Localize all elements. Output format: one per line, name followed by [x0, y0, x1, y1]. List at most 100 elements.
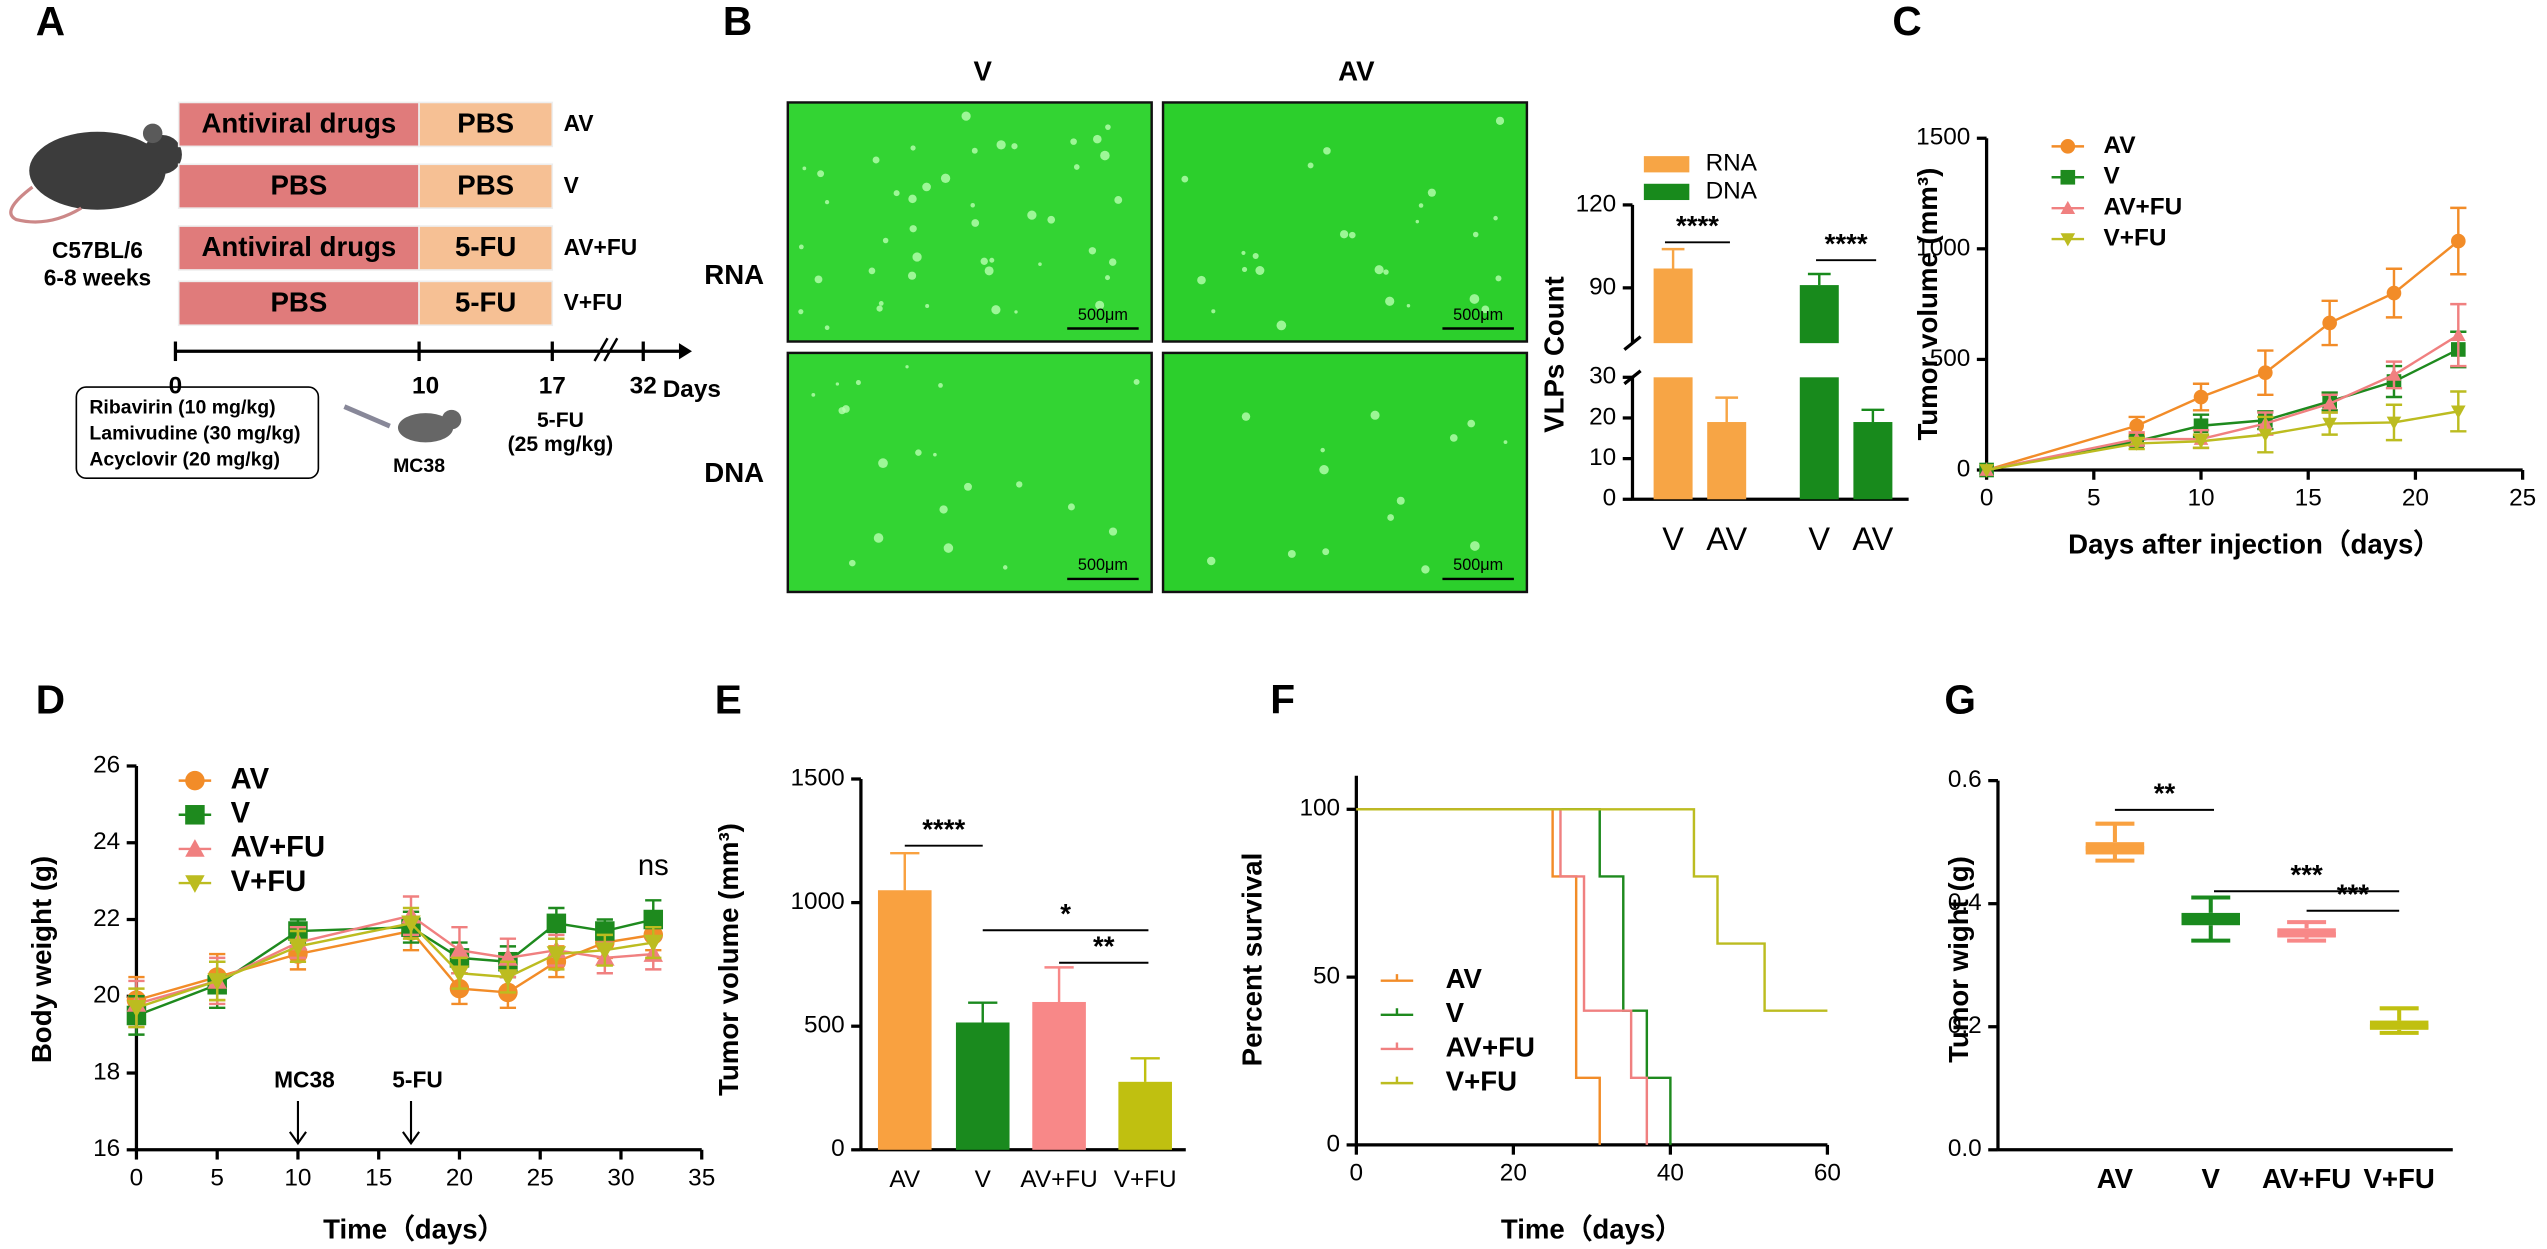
drug-label: PBS — [270, 169, 327, 200]
fluorescent-spot — [996, 140, 1006, 150]
marker — [2258, 365, 2273, 381]
x-tick-label: 5 — [2087, 485, 2101, 512]
x-tick-label: 25 — [527, 1164, 554, 1191]
fluorescent-spot — [1241, 266, 1248, 273]
timeline-break — [593, 337, 619, 362]
treatment-box — [418, 280, 554, 327]
x-tick-label: AV — [1706, 521, 1747, 557]
significance-label: *** — [2290, 859, 2322, 890]
drug-label: Antiviral drugs — [201, 108, 396, 139]
regimen: Acyclovir (20 mg/kg) — [89, 448, 280, 470]
whisker — [2379, 1029, 2419, 1035]
fluorescent-spot — [909, 225, 917, 233]
fluorescent-spot — [970, 203, 975, 208]
bar — [1799, 377, 1839, 500]
group-label: AV — [564, 110, 595, 136]
x-tick-label: AV — [1852, 521, 1893, 557]
y-axis-label: Tumor volume (mm³) — [1912, 168, 1943, 441]
regimen: Ribavirin (10 mg/kg) — [89, 396, 275, 418]
x-tick-label: V — [975, 1166, 992, 1193]
fluorescent-spot — [1370, 410, 1380, 420]
x-tick-label: 10 — [284, 1164, 311, 1191]
x-tick-label: 0 — [1350, 1160, 1364, 1187]
x-tick-label: 10 — [2187, 485, 2214, 512]
x-tick-label: 15 — [2295, 485, 2322, 512]
error-bar — [1861, 408, 1885, 423]
marker — [288, 938, 308, 957]
legend-label: AV+FU — [1446, 1031, 1535, 1062]
fluorescent-spot — [873, 533, 884, 543]
marker — [2060, 200, 2076, 215]
fluorescent-spot — [893, 190, 900, 197]
error-bar — [968, 1001, 998, 1023]
fluorescent-spot — [943, 543, 954, 553]
panel-label: E — [715, 676, 742, 722]
marker — [2129, 437, 2144, 451]
significance-label: ** — [1093, 930, 1115, 961]
marker — [2386, 416, 2402, 430]
treatment-box — [418, 163, 554, 209]
x-tick-label: AV+FU — [1020, 1166, 1097, 1193]
y-tick-label: 50 — [1313, 963, 1340, 990]
treatment-box — [418, 101, 554, 148]
whisker — [2095, 821, 2135, 843]
marker — [498, 969, 518, 987]
fluorescent-spot — [1307, 162, 1314, 169]
fluorescent-spot — [1100, 150, 1110, 161]
treatment-label: 5-FU — [455, 231, 516, 262]
marker — [449, 940, 470, 959]
marker — [2060, 233, 2076, 247]
x-tick-label: 0 — [1980, 485, 1994, 512]
whisker — [2095, 854, 2135, 863]
y-tick-label: 0.2 — [1948, 1012, 1982, 1039]
x-tick-label: AV+FU — [2262, 1163, 2351, 1194]
treatment-box — [418, 225, 554, 271]
whisker — [2191, 895, 2231, 913]
y-axis-label: Tumor volume (mm³) — [713, 823, 744, 1096]
fluorescent-spot — [1467, 419, 1476, 428]
regimen: Lamivudine (30 mg/kg) — [89, 422, 300, 444]
x-tick-label: V+FU — [2364, 1163, 2435, 1194]
x-tick-label: V — [1808, 521, 1830, 557]
x-axis-label: Time（days） — [1501, 1213, 1683, 1244]
fluorescent-spot — [872, 156, 880, 164]
cell-line: MC38 — [393, 455, 445, 477]
fluorescent-spot — [1073, 164, 1080, 170]
fluorescent-spot — [1252, 252, 1259, 260]
error-bar — [1807, 272, 1831, 286]
strain: C57BL/6 — [52, 237, 143, 263]
fluorescent-spot — [905, 365, 909, 369]
legend-label: V+FU — [1446, 1065, 1517, 1096]
fluorescent-spot — [1503, 440, 1508, 445]
chemo-dose: (25 mg/kg) — [508, 433, 614, 456]
y-axis-label: VLPs Count — [1538, 276, 1569, 433]
x-axis-label: Time（days） — [323, 1213, 505, 1244]
panel-label: A — [36, 0, 65, 44]
marker — [2193, 389, 2209, 405]
fluorescent-spot — [961, 111, 971, 121]
marker — [185, 875, 205, 893]
fluorescent-spot — [980, 257, 988, 265]
y-tick-label: 24 — [93, 828, 120, 855]
micrograph — [786, 351, 1153, 594]
whisker — [2287, 920, 2327, 929]
column-label: V — [974, 55, 993, 86]
fluorescent-spot — [989, 257, 995, 263]
fluorescent-spot — [1396, 496, 1405, 505]
timeline-unit: Days — [663, 376, 721, 403]
fluorescent-spot — [1016, 481, 1023, 488]
fluorescent-spot — [1197, 275, 1206, 285]
legend-label: AV — [231, 763, 270, 795]
significance-label: * — [1060, 898, 1071, 929]
treatment-label: PBS — [457, 169, 514, 200]
fluorescent-spot — [1339, 230, 1349, 239]
fluorescent-spot — [1383, 269, 1389, 275]
fluorescent-spot — [1070, 138, 1077, 145]
fluorescent-spot — [882, 237, 889, 244]
fluorescent-spot — [1038, 262, 1042, 266]
bar — [955, 1022, 1010, 1150]
group-label: V+FU — [564, 289, 623, 315]
x-tick-label: V — [2202, 1163, 2221, 1194]
error-bar — [1130, 1057, 1160, 1082]
